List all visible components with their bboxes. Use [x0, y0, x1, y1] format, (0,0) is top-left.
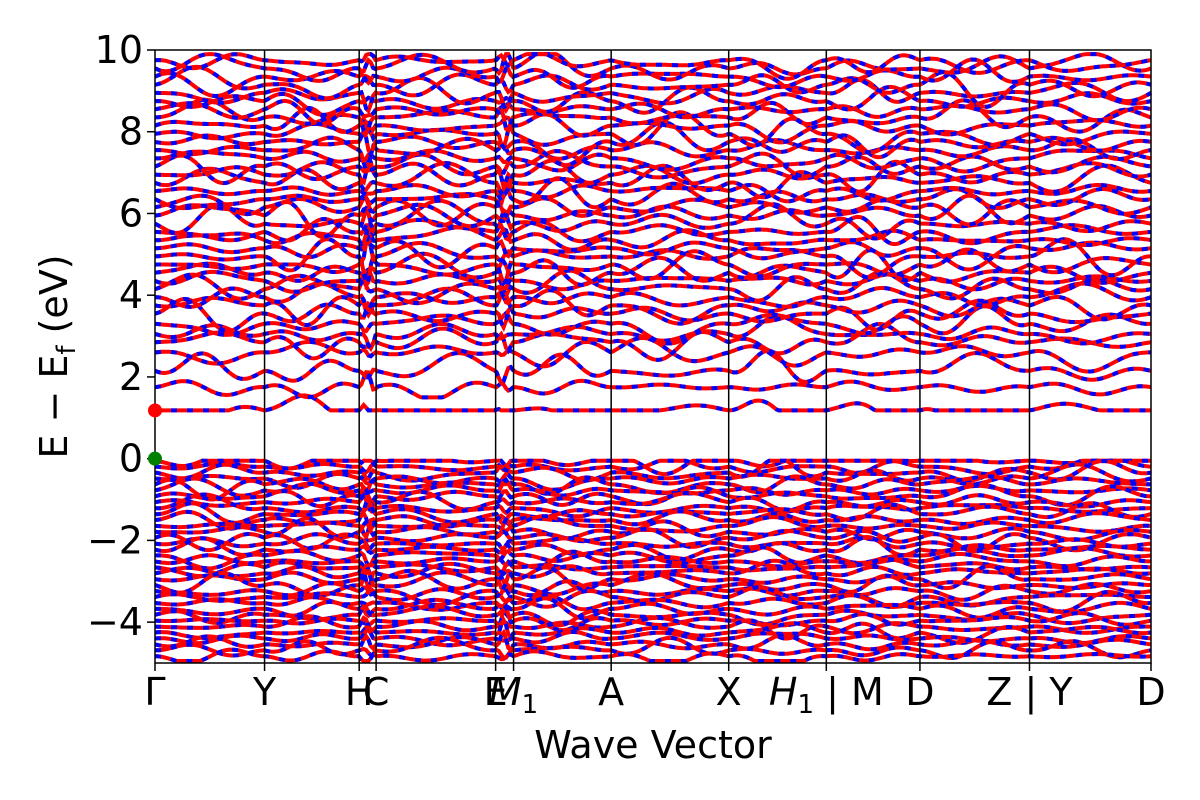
- y-axis-label: E − Ef (eV): [32, 254, 82, 458]
- x-tick-label: Γ: [144, 670, 165, 714]
- band-line-blue-dashed: [154, 489, 1152, 515]
- band-line-red: [154, 198, 1152, 241]
- band-line-blue-dashed: [154, 120, 1152, 168]
- band-line-blue-dashed: [154, 474, 1152, 502]
- band-line-blue-dashed: [155, 135, 1152, 175]
- band-line-blue-dashed: [154, 148, 1152, 174]
- x-tick-label: Z | Y: [986, 670, 1073, 715]
- band-line-blue-dashed: [154, 322, 1152, 362]
- band-line-blue-dashed: [154, 614, 1151, 641]
- band-line-blue-dashed: [154, 52, 1152, 83]
- x-tick-label: X: [716, 670, 742, 714]
- band-line-blue-dashed: [154, 557, 1152, 578]
- band-line-blue-dashed: [154, 110, 1152, 155]
- y-axis-label-main: E − E: [32, 355, 76, 459]
- band-line-blue-dashed: [154, 229, 1151, 280]
- band-line-blue-dashed: [154, 558, 1152, 594]
- x-tick-label: H1 | M: [769, 670, 884, 720]
- y-tick-label: 0: [119, 437, 143, 481]
- y-tick-label: 4: [119, 273, 143, 317]
- x-tick-label: E: [484, 670, 508, 714]
- band-edge-point: [148, 403, 162, 418]
- x-tick-label: H: [345, 670, 374, 714]
- x-tick-label: M1: [489, 670, 538, 720]
- band-line-blue-dashed: [154, 509, 1152, 533]
- band-line-blue-dashed: [154, 193, 1152, 228]
- band-line-blue-dashed: [154, 615, 1152, 645]
- band-line-blue-dashed: [154, 247, 1152, 291]
- band-line-blue-dashed: [155, 647, 1152, 663]
- band-line-blue-dashed: [154, 516, 1152, 542]
- x-tick-label: Y: [252, 670, 277, 714]
- band-line-blue-dashed: [154, 297, 1152, 334]
- band-line-blue-dashed: [154, 214, 1152, 247]
- plot-frame: [154, 49, 1152, 664]
- band-line-blue-dashed: [154, 348, 1152, 386]
- band-line-red: [154, 149, 1152, 186]
- band-line-blue-dashed: [154, 304, 1152, 346]
- x-tick-label: A: [598, 670, 624, 714]
- y-tick-label: −4: [87, 600, 143, 644]
- band-line-red: [155, 238, 1152, 272]
- x-tick-label: C: [363, 670, 390, 714]
- y-axis-label-unit: (eV): [32, 254, 76, 345]
- kpoint-divider-lines: [263, 50, 1031, 663]
- band-line-blue-dashed: [154, 589, 1152, 614]
- x-axis-label: Wave Vector: [534, 723, 772, 767]
- band-line-blue-dashed: [155, 635, 1152, 660]
- band-line-blue-dashed: [154, 286, 1152, 328]
- band-line-red: [154, 462, 1152, 492]
- y-axis-label-sub: f: [52, 345, 82, 355]
- y-tick-label: 6: [119, 191, 143, 235]
- band-line-blue-dashed: [154, 496, 1152, 527]
- band-line-blue-dashed: [154, 532, 1152, 552]
- band-line-blue-dashed: [154, 370, 1152, 400]
- band-line-blue-dashed: [154, 569, 1152, 598]
- band-line-blue-dashed: [154, 84, 1152, 117]
- band-lines: [154, 52, 1152, 663]
- x-tick-label: D: [1136, 670, 1165, 714]
- band-line-blue-dashed: [154, 562, 1152, 593]
- band-line-red: [154, 52, 1152, 81]
- x-axis-ticks: Γ Y HC EM1 A X H1 | M D Z | Y D: [144, 663, 1166, 720]
- band-line-blue-dashed: [154, 178, 1152, 205]
- band-line-red: [154, 534, 1151, 562]
- band-line-blue-dashed: [154, 224, 1152, 252]
- y-axis-ticks: −4 −2 0 2 4 6 8 10: [87, 28, 155, 644]
- band-line-red: [154, 176, 1152, 211]
- band-line-blue-dashed: [154, 98, 1152, 127]
- band-line-blue-dashed: [154, 549, 1151, 570]
- band-line-blue-dashed: [154, 458, 1152, 477]
- band-line-blue-dashed: [154, 248, 1152, 287]
- band-edge-points: [148, 403, 162, 466]
- band-line-blue-dashed: [154, 458, 1151, 477]
- x-tick-label: D: [905, 670, 934, 714]
- band-line-blue-dashed: [154, 579, 1152, 607]
- band-line-blue-dashed: [154, 64, 1152, 109]
- y-tick-label: 10: [95, 28, 143, 72]
- band-line-blue-dashed: [155, 393, 1151, 413]
- y-tick-label: 2: [119, 355, 143, 399]
- band-line-blue-dashed: [154, 628, 1152, 654]
- band-line-blue-dashed: [154, 97, 1152, 137]
- y-tick-label: −2: [87, 518, 143, 562]
- band-edge-point: [148, 451, 162, 466]
- y-tick-label: 8: [119, 110, 143, 154]
